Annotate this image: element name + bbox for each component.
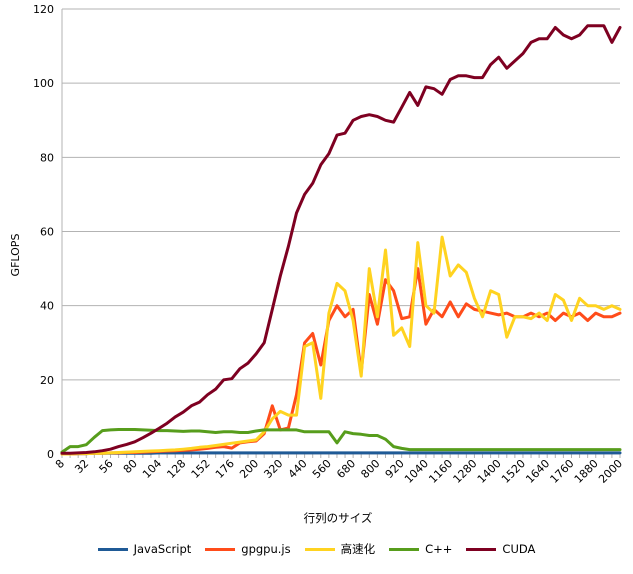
y-tick-label: 100 xyxy=(33,77,54,90)
x-tick-label: 128 xyxy=(164,457,188,481)
x-tick-label: 1400 xyxy=(475,457,504,486)
y-tick-label: 40 xyxy=(40,300,54,313)
gridlines xyxy=(62,8,620,455)
legend-label: C++ xyxy=(425,542,453,556)
x-tick-label: 1520 xyxy=(499,457,528,486)
legend-item: C++ xyxy=(389,541,452,557)
x-tick-label: 104 xyxy=(140,457,164,481)
x-tick-label: 320 xyxy=(261,457,285,481)
x-tick-label: 1040 xyxy=(402,457,431,486)
x-tick-label: 8 xyxy=(53,457,67,471)
series-line-c xyxy=(60,428,622,454)
legend-label: JavaScript xyxy=(133,542,192,556)
x-tick-label: 440 xyxy=(286,457,310,481)
legend-label: 高速化 xyxy=(340,542,376,556)
legend-swatch xyxy=(205,547,236,551)
legend-swatch xyxy=(466,547,497,551)
legend-label: gpgpu.js xyxy=(241,542,291,556)
legend: JavaScript gpgpu.js 高速化 C++ CUDA xyxy=(0,541,633,557)
legend-item: JavaScript xyxy=(97,541,192,557)
x-tick-label: 56 xyxy=(97,457,116,476)
legend-swatch xyxy=(304,547,335,551)
x-tick-label: 1640 xyxy=(523,457,552,486)
legend-label: CUDA xyxy=(502,542,536,556)
x-tick-label: 800 xyxy=(358,457,382,481)
x-tick-label: 176 xyxy=(213,457,237,481)
x-axis-label: 行列のサイズ xyxy=(304,511,373,525)
axes xyxy=(61,9,621,458)
x-tick-label: 1160 xyxy=(426,457,455,486)
x-tick-label: 2000 xyxy=(596,457,625,486)
y-tick-label: 20 xyxy=(40,374,54,387)
x-tick-label: 1760 xyxy=(548,457,577,486)
legend-swatch xyxy=(97,547,128,551)
legend-item: gpgpu.js xyxy=(205,541,291,557)
legend-item: 高速化 xyxy=(304,541,376,557)
x-tick-label: 32 xyxy=(72,457,91,476)
x-tick-label: 560 xyxy=(310,457,334,481)
x-tick-label: 152 xyxy=(189,457,213,481)
legend-item: CUDA xyxy=(466,541,535,557)
series-line-cuda xyxy=(60,24,622,455)
y-axis-label: GFLOPS xyxy=(9,234,22,277)
legend-swatch xyxy=(389,547,420,551)
y-tick-label: 60 xyxy=(40,226,54,239)
y-tick-label: 80 xyxy=(40,151,54,164)
series-line-series xyxy=(60,235,622,456)
y-tick-label: 120 xyxy=(33,3,54,16)
x-tick-label: 1280 xyxy=(451,457,480,486)
x-tick-label: 1880 xyxy=(572,457,601,486)
x-tick-label: 200 xyxy=(237,457,261,481)
series-lines xyxy=(60,24,622,456)
y-tick-label: 0 xyxy=(47,448,54,461)
x-tick-label: 680 xyxy=(334,457,358,481)
x-tick-label: 80 xyxy=(121,457,140,476)
series-line-gpgpu-js xyxy=(60,267,622,456)
